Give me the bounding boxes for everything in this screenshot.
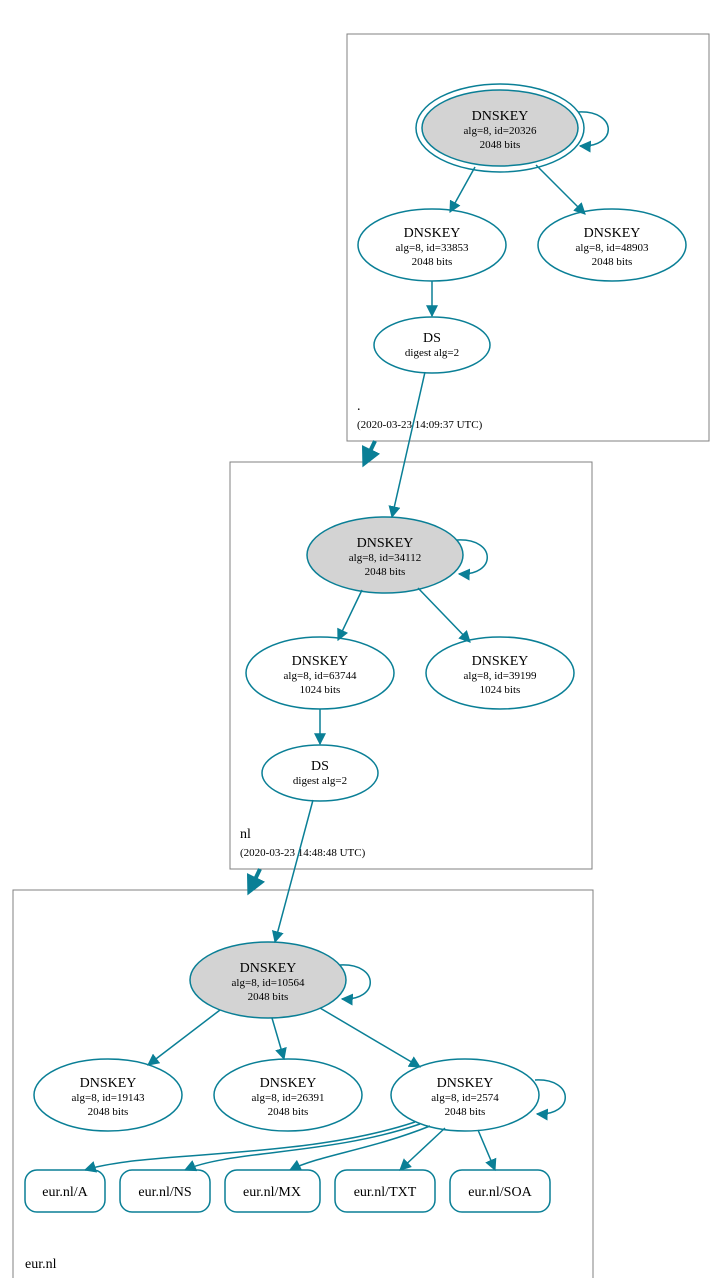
svg-text:DNSKEY: DNSKEY <box>437 1076 494 1091</box>
node-nl-ksk: DNSKEY alg=8, id=34112 2048 bits <box>307 517 463 593</box>
edge-zone-nl-eur <box>250 869 260 890</box>
edge-root-ksk-self <box>578 112 608 146</box>
svg-text:DNSKEY: DNSKEY <box>292 654 349 669</box>
node-rr-txt: eur.nl/TXT <box>335 1170 435 1212</box>
svg-text:2048 bits: 2048 bits <box>268 1106 309 1118</box>
svg-text:1024 bits: 1024 bits <box>480 684 521 696</box>
svg-text:DNSKEY: DNSKEY <box>240 961 297 976</box>
node-eur-ksk: DNSKEY alg=8, id=10564 2048 bits <box>190 942 346 1018</box>
zone-label-eur: eur.nl <box>25 1257 57 1272</box>
edge-rootds-nlksk <box>392 372 425 517</box>
svg-text:alg=8, id=19143: alg=8, id=19143 <box>72 1092 145 1104</box>
edge-nlksk-zsk2 <box>418 588 470 642</box>
node-rr-soa: eur.nl/SOA <box>450 1170 550 1212</box>
svg-text:alg=8, id=33853: alg=8, id=33853 <box>396 242 469 254</box>
node-rr-ns: eur.nl/NS <box>120 1170 210 1212</box>
edge-eurksk-zsk1 <box>148 1010 220 1065</box>
svg-text:2048 bits: 2048 bits <box>412 256 453 268</box>
svg-text:alg=8, id=48903: alg=8, id=48903 <box>576 242 649 254</box>
zone-ts-root: (2020-03-23 14:09:37 UTC) <box>357 419 483 431</box>
node-root-ksk: DNSKEY alg=8, id=20326 2048 bits <box>416 84 584 172</box>
svg-text:DNSKEY: DNSKEY <box>357 536 414 551</box>
svg-text:eur.nl/TXT: eur.nl/TXT <box>354 1185 417 1200</box>
node-nl-zsk2: DNSKEY alg=8, id=39199 1024 bits <box>426 637 574 709</box>
edge-nlds-eurksk <box>275 800 313 942</box>
svg-text:2048 bits: 2048 bits <box>445 1106 486 1118</box>
edge-rootksk-zsk1 <box>450 167 475 212</box>
svg-text:2048 bits: 2048 bits <box>248 991 289 1003</box>
svg-text:alg=8, id=10564: alg=8, id=10564 <box>232 977 305 989</box>
svg-text:DNSKEY: DNSKEY <box>472 109 529 124</box>
svg-text:eur.nl/NS: eur.nl/NS <box>138 1185 191 1200</box>
edge-eurksk-zsk2 <box>272 1018 284 1059</box>
svg-text:2048 bits: 2048 bits <box>592 256 633 268</box>
node-root-zsk1: DNSKEY alg=8, id=33853 2048 bits <box>358 209 506 281</box>
node-eur-zsk3: DNSKEY alg=8, id=2574 2048 bits <box>391 1059 539 1131</box>
svg-text:DS: DS <box>423 331 441 346</box>
svg-text:DNSKEY: DNSKEY <box>584 226 641 241</box>
svg-text:eur.nl/A: eur.nl/A <box>42 1185 88 1200</box>
svg-text:alg=8, id=63744: alg=8, id=63744 <box>284 670 357 682</box>
zone-label-nl: nl <box>240 827 251 842</box>
svg-text:2048 bits: 2048 bits <box>480 139 521 151</box>
node-rr-a: eur.nl/A <box>25 1170 105 1212</box>
svg-text:digest alg=2: digest alg=2 <box>293 775 347 787</box>
svg-text:1024 bits: 1024 bits <box>300 684 341 696</box>
node-rr-mx: eur.nl/MX <box>225 1170 320 1212</box>
node-eur-zsk2: DNSKEY alg=8, id=26391 2048 bits <box>214 1059 362 1131</box>
svg-text:DNSKEY: DNSKEY <box>80 1076 137 1091</box>
svg-text:DNSKEY: DNSKEY <box>472 654 529 669</box>
svg-text:alg=8, id=2574: alg=8, id=2574 <box>431 1092 499 1104</box>
node-nl-ds: DS digest alg=2 <box>262 745 378 801</box>
node-root-ds: DS digest alg=2 <box>374 317 490 373</box>
svg-text:2048 bits: 2048 bits <box>88 1106 129 1118</box>
zone-label-root: . <box>357 399 361 414</box>
edge-zone-root-nl <box>365 441 375 462</box>
edge-nlksk-zsk1 <box>338 590 362 640</box>
svg-text:DS: DS <box>311 759 329 774</box>
svg-text:DNSKEY: DNSKEY <box>404 226 461 241</box>
svg-text:alg=8, id=39199: alg=8, id=39199 <box>464 670 537 682</box>
zone-ts-nl: (2020-03-23 14:48:48 UTC) <box>240 847 366 859</box>
svg-text:eur.nl/SOA: eur.nl/SOA <box>468 1185 532 1200</box>
svg-text:DNSKEY: DNSKEY <box>260 1076 317 1091</box>
edge-rootksk-zsk2 <box>536 165 585 214</box>
node-root-zsk2: DNSKEY alg=8, id=48903 2048 bits <box>538 209 686 281</box>
edge-zsk3-soa <box>478 1130 495 1170</box>
svg-text:alg=8, id=34112: alg=8, id=34112 <box>349 552 422 564</box>
svg-text:eur.nl/MX: eur.nl/MX <box>243 1185 301 1200</box>
svg-text:2048 bits: 2048 bits <box>365 566 406 578</box>
svg-text:digest alg=2: digest alg=2 <box>405 347 459 359</box>
edge-eurksk-zsk3 <box>320 1008 420 1067</box>
node-nl-zsk1: DNSKEY alg=8, id=63744 1024 bits <box>246 637 394 709</box>
svg-text:alg=8, id=20326: alg=8, id=20326 <box>464 125 537 137</box>
svg-text:alg=8, id=26391: alg=8, id=26391 <box>252 1092 325 1104</box>
node-eur-zsk1: DNSKEY alg=8, id=19143 2048 bits <box>34 1059 182 1131</box>
